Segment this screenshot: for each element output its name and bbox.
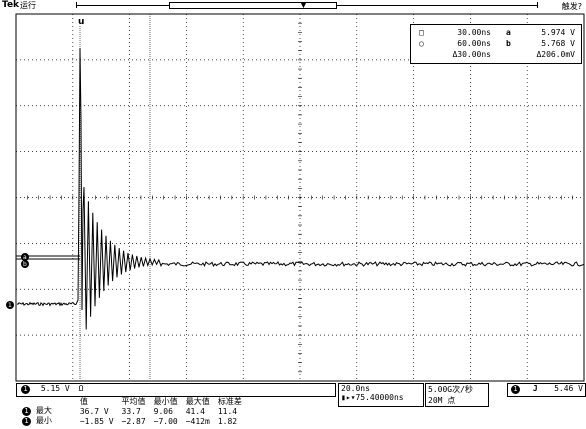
horizontal-scale: 20.0ns — [341, 384, 370, 393]
cursor-a-time: 30.00ns — [457, 28, 491, 37]
cursor-b-time: 60.00ns — [457, 39, 491, 48]
trigger-position-marker[interactable]: ▼ — [299, 0, 308, 10]
trigger-readout[interactable]: 1 J 5.46 V — [507, 383, 586, 397]
measurement-header-row: 值 平均值 最小值 最大值 标准差 — [79, 397, 242, 406]
cursor-a-marker[interactable] — [21, 253, 29, 261]
cursor-readout: □ 30.00ns a 5.974 V ○ 60.00ns b 5.768 V … — [410, 24, 582, 64]
acquisition-status: 运行 — [20, 1, 36, 10]
trigger-status: 触发? — [561, 2, 582, 11]
cursor-a-volt: 5.974 V — [541, 28, 575, 37]
svg-text:a: a — [23, 254, 27, 261]
horizontal-position: ▮▸▾75.40000ns — [341, 393, 404, 402]
svg-text:1: 1 — [8, 302, 12, 309]
measurement-table: 值 平均值 最小值 最大值 标准差 1 最大 36.7 V 33.7 9.06 … — [18, 397, 246, 426]
trigger-point-marker: u — [78, 17, 84, 27]
channel-1-readout[interactable]: 1 5.15 V Ω — [16, 383, 336, 397]
measurement-row-min: 1 最小 −1.85 V −2.87 −7.00 −412m 1.82 — [18, 416, 246, 426]
cursor-delta-time: Δ30.00ns — [452, 50, 491, 59]
channel-1-scale: 5.15 V — [40, 384, 70, 393]
record-view-window — [169, 2, 337, 9]
meas-ch1-icon: 1 — [22, 417, 31, 426]
trigger-source-badge: 1 — [511, 385, 520, 394]
trigger-slope-icon: J — [532, 384, 538, 393]
channel-1-coupling: Ω — [78, 384, 84, 393]
meas-ch1-icon: 1 — [22, 407, 31, 416]
waveform-trace — [16, 47, 585, 330]
top-status-bar: Tek 运行 ▼ 触发? — [0, 0, 586, 12]
acquisition-readout[interactable]: 5.00G次/秒 20M 点 — [425, 383, 489, 407]
bottom-readouts: 1 5.15 V Ω 20.0ns ▮▸▾75.40000ns 5.00G次/秒… — [0, 383, 586, 429]
cursor-b-circle-icon: ○ — [419, 39, 424, 48]
cursor-a-square-icon: □ — [419, 28, 424, 37]
horizontal-readout[interactable]: 20.0ns ▮▸▾75.40000ns — [338, 383, 424, 407]
trigger-level: 5.46 V — [554, 384, 583, 393]
cursor-a-volt-icon: a — [506, 28, 511, 37]
cursor-b-marker[interactable] — [21, 260, 29, 268]
channel-1-ground-marker[interactable] — [6, 301, 14, 309]
cursor-delta-volt: Δ206.0mV — [536, 50, 575, 59]
measurement-row-max: 1 最大 36.7 V 33.7 9.06 41.4 11.4 — [18, 406, 246, 416]
sample-rate: 5.00G次/秒 — [428, 385, 473, 394]
cursor-b-volt: 5.768 V — [541, 39, 575, 48]
graticule-grid — [15, 13, 584, 381]
brand-logo: Tek — [2, 0, 20, 10]
record-position-bar[interactable] — [76, 2, 538, 9]
cursor-b-volt-icon: b — [506, 39, 511, 48]
channel-1-badge: 1 — [21, 385, 30, 394]
record-length: 20M 点 — [428, 396, 456, 405]
svg-text:b: b — [23, 261, 27, 268]
